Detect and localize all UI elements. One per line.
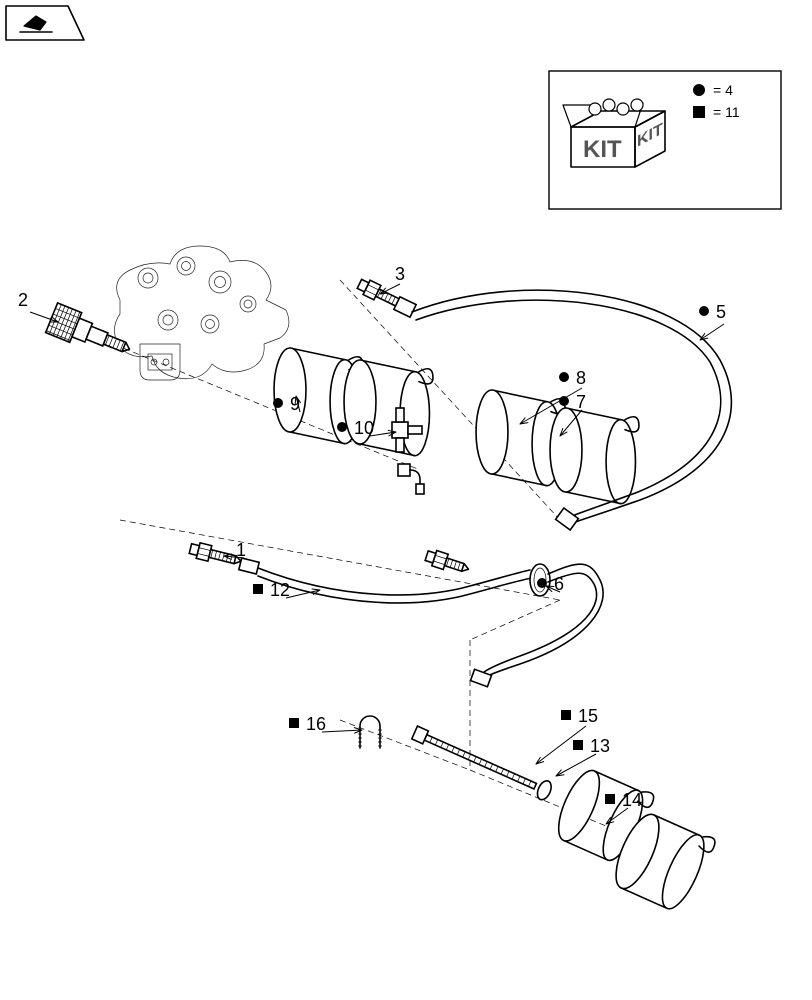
callout-13: 13 [590, 736, 610, 757]
callout-10: 10 [354, 418, 374, 439]
callout-5: 5 [716, 302, 726, 323]
callout-2: 2 [18, 290, 28, 311]
part-12-hose [239, 548, 603, 687]
callout-7: 7 [576, 392, 586, 413]
kit-legend: KITKIT= 4= 11 [549, 71, 781, 209]
callout-6: 6 [554, 574, 564, 595]
callout-12: 12 [270, 580, 290, 601]
pump-block [114, 246, 288, 380]
svg-text:= 4: = 4 [713, 82, 733, 98]
part-16-ubolt [358, 716, 382, 748]
callout-9: 9 [290, 394, 300, 415]
svg-text:= 11: = 11 [713, 104, 740, 120]
callout-1: 1 [236, 540, 246, 561]
callout-14: 14 [622, 790, 642, 811]
svg-text:KIT: KIT [583, 136, 622, 163]
callout-8: 8 [576, 368, 586, 389]
callout-15: 15 [578, 706, 598, 727]
diagram-stage: KITKIT= 4= 11 12356789101213141516 [0, 0, 812, 1000]
page-tab-icon [6, 6, 84, 40]
part-2-coupler [46, 303, 136, 364]
callout-16: 16 [306, 714, 326, 735]
parts-13-14-15 [391, 695, 724, 916]
technical-drawing: KITKIT= 4= 11 [0, 0, 812, 1000]
callout-3: 3 [395, 264, 405, 285]
